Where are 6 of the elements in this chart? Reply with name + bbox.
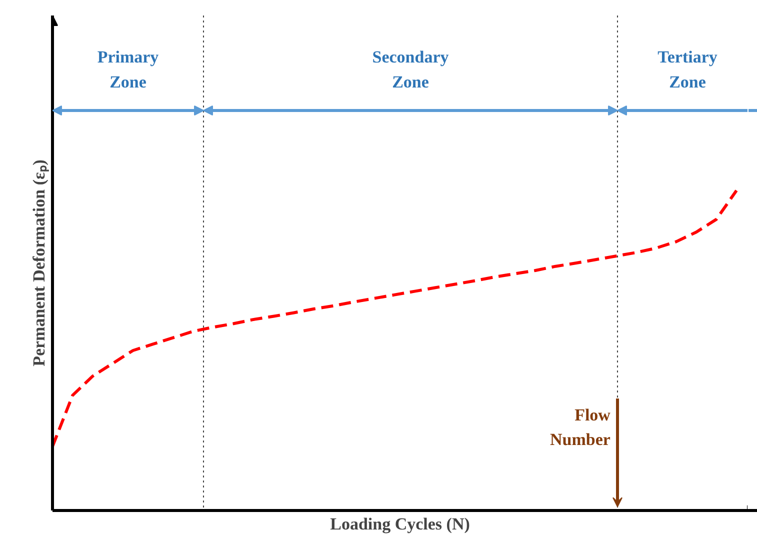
y-axis-title: Permanent Deformation (εₚ) xyxy=(30,160,50,366)
text: Tertiary Zone xyxy=(658,48,718,92)
text: Primary Zone xyxy=(97,48,160,92)
annotation: Flow Number xyxy=(550,405,612,450)
x-axis-title: Loading Cycles (N) xyxy=(330,514,470,534)
text: Secondary Zone xyxy=(372,48,450,92)
